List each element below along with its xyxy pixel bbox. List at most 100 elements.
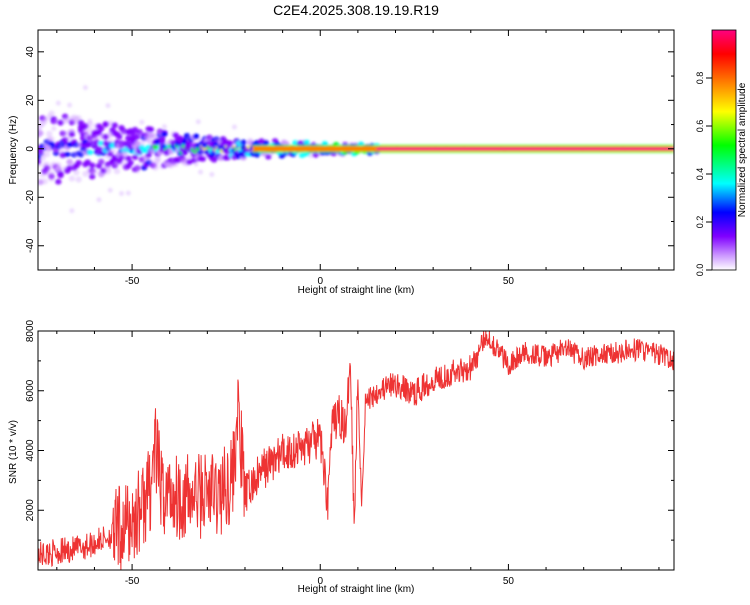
spectrogram-cell: [139, 119, 145, 125]
spectrogram-cell: [213, 136, 219, 142]
spectrogram-cell: [247, 137, 254, 144]
spectrogram-cell: [75, 115, 82, 122]
spectrogram-cell: [210, 157, 218, 163]
spectrogram-cell: [111, 154, 118, 161]
spectrogram-x-ticks: -50 0 50: [56, 30, 660, 287]
spectrogram-frame: [37, 29, 675, 271]
spectrogram-cell: [104, 165, 112, 172]
spectrogram-cell: [240, 139, 247, 146]
colorbar-tick-label: 0.2: [695, 216, 705, 229]
spectrogram-x-axis-label: Height of straight line (km): [298, 285, 415, 296]
spectrogram-cell: [75, 159, 82, 166]
spectrogram-cell: [125, 190, 131, 196]
spectrogram-cell: [48, 136, 55, 143]
spectrogram-cell: [181, 149, 188, 156]
spectrogram-cell: [107, 138, 114, 145]
spectrogram-cell: [278, 153, 286, 159]
spectrogram-cell: [127, 159, 134, 166]
spectrogram-y-tick-label: 20: [25, 94, 36, 106]
spectrogram-cell: [113, 168, 121, 175]
spectrogram-cell: [73, 169, 80, 176]
spectrogram-cell: [107, 187, 113, 193]
spectrogram-cell: [131, 154, 139, 160]
spectrogram-cell: [218, 151, 224, 157]
spectrogram-cell: [121, 130, 127, 136]
spectrogram-cell: [154, 157, 161, 164]
spectrogram-y-tick-label: -40: [25, 238, 36, 253]
spectrogram-cell: [195, 119, 201, 125]
spectrogram-cell: [199, 156, 207, 162]
spectrogram-y-tick-label: 40: [25, 46, 36, 58]
spectrogram-cell: [77, 119, 85, 126]
spectrogram-cell: [55, 178, 62, 185]
colorbar-label: Normalized spectral amplitude: [737, 82, 748, 217]
spectrogram-cell: [198, 169, 204, 175]
spectrogram-cell: [105, 103, 111, 109]
spectrogram-cell: [48, 175, 55, 182]
spectrogram-cell: [209, 171, 215, 177]
spectrogram-cell: [87, 118, 93, 124]
spectrogram-y-tick-label: -20: [25, 190, 36, 205]
spectrogram-cell: [134, 168, 140, 174]
spectrogram-cell: [39, 151, 46, 158]
spectrogram-cell: [138, 140, 146, 147]
spectrogram-cell: [154, 139, 161, 145]
spectrogram-cell: [303, 139, 310, 145]
spectrogram-cell: [193, 161, 199, 167]
spectrogram-cell: [55, 100, 61, 106]
spectrogram-cell: [147, 126, 155, 133]
spectrogram-cell: [38, 130, 44, 137]
spectrogram-cell: [98, 125, 105, 132]
spectrogram-cell: [111, 122, 118, 129]
snr-y-tick-label: 6000: [25, 379, 36, 402]
colorbar-tick-label: 0.4: [695, 168, 705, 181]
spectrogram-cell: [84, 159, 91, 166]
colorbar-tick-label: 0.6: [695, 120, 705, 133]
spectrogram-y-axis-label: Frequency (Hz): [8, 116, 19, 185]
spectrogram-cell: [109, 147, 116, 154]
spectrogram-cell: [192, 133, 200, 140]
spectrogram-band-core: [376, 147, 674, 151]
spectrogram-cell: [134, 163, 141, 170]
spectrogram-cell: [67, 102, 73, 108]
spectrogram-cell: [96, 197, 102, 203]
spectrogram-cell: [116, 133, 123, 140]
snr-x-tick-label: 50: [503, 576, 515, 587]
spectrogram-cell: [172, 132, 179, 139]
spectrogram-cell: [48, 110, 55, 117]
snr-x-axis-label: Height of straight line (km): [298, 584, 415, 595]
spectrogram-cell: [308, 152, 315, 159]
spectrogram-cell: [41, 178, 48, 185]
spectrogram-cell: [39, 155, 46, 162]
spectrogram-x-tick-label: -50: [125, 276, 140, 287]
colorbar-gradient: [711, 29, 737, 271]
spectrogram-panel: -50 0 50 -40 -20 0 20 40 Height of straight li…: [8, 29, 675, 296]
spectrogram-cell: [88, 162, 96, 169]
spectrogram-cell: [125, 155, 132, 162]
spectrogram-cell: [119, 191, 125, 197]
spectrogram-cell: [98, 157, 105, 164]
spectrogram-cell: [75, 176, 82, 183]
spectrogram-cell: [55, 165, 62, 172]
spectrogram-cell: [138, 157, 146, 164]
spectrogram-cell: [82, 170, 89, 177]
spectrogram-heatmap: [38, 85, 674, 214]
spectrogram-cell: [46, 130, 53, 137]
spectrogram-cell: [48, 170, 55, 177]
snr-x-ticks: -50 0 50: [56, 331, 660, 587]
spectrogram-cell: [68, 131, 76, 138]
figure-title: C2E4.2025.308.19.19.R19: [273, 2, 439, 18]
colorbar: 0.0 0.2 0.4 0.6 0.8 Normalized spectral ampl…: [695, 29, 748, 276]
spectrogram-cell: [86, 127, 94, 134]
spectrogram-y-ticks: -40 -20 0 20 40: [25, 46, 674, 271]
spectrogram-x-tick-label: 0: [317, 276, 323, 287]
spectrogram-cell: [199, 151, 207, 158]
snr-series-line: [38, 331, 674, 570]
spectrogram-cell: [231, 124, 237, 130]
snr-y-tick-label: 8000: [25, 319, 36, 342]
spectrogram-cell: [57, 170, 64, 177]
spectrogram-cell: [51, 126, 57, 132]
spectrogram-cell: [42, 116, 48, 122]
